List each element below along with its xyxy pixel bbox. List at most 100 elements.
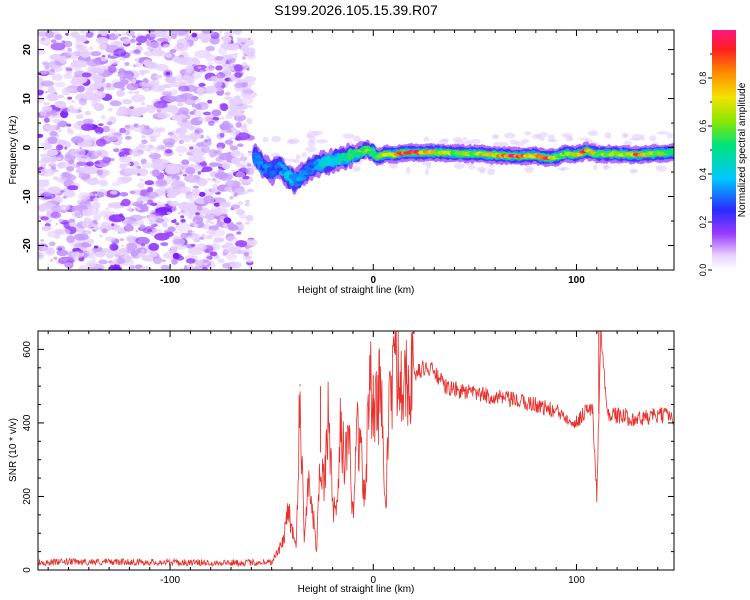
- ridge-halo-speck: [312, 130, 323, 136]
- noise-speckle: [138, 252, 146, 258]
- noise-speckle: [147, 214, 158, 223]
- noise-speckle: [125, 30, 135, 37]
- noise-speckle: [101, 248, 110, 253]
- noise-speckle: [59, 110, 69, 119]
- noise-speckle: [236, 37, 243, 43]
- noise-speckle: [175, 112, 181, 116]
- noise-speckle: [142, 61, 149, 65]
- x-tick-label: 100: [568, 275, 585, 286]
- noise-speckle: [212, 80, 223, 88]
- noise-speckle: [193, 223, 199, 228]
- noise-speckle: [73, 59, 77, 63]
- noise-speckle: [207, 62, 214, 66]
- noise-speckle: [102, 156, 111, 164]
- noise-speckle: [149, 31, 161, 38]
- spectrogram-ylabel: Frequency (Hz): [8, 116, 19, 185]
- noise-speckle: [101, 55, 106, 58]
- noise-speckle: [246, 84, 252, 91]
- noise-speckle: [148, 144, 154, 149]
- noise-speckle: [145, 191, 159, 199]
- noise-speckle: [93, 213, 101, 221]
- noise-speckle: [91, 201, 101, 210]
- noise-speckle: [116, 252, 120, 256]
- noise-speckle: [246, 188, 255, 193]
- noise-speckle: [124, 61, 130, 66]
- x-tick-label: 0: [370, 575, 376, 586]
- noise-speckle: [123, 167, 134, 175]
- noise-speckle: [108, 64, 117, 73]
- noise-speckle: [207, 114, 214, 118]
- noise-speckle: [194, 259, 204, 267]
- noise-speckle: [66, 235, 75, 244]
- noise-speckle: [96, 212, 99, 215]
- noise-speckle: [166, 192, 177, 199]
- ridge-halo-speck: [503, 132, 516, 139]
- noise-speckle: [66, 107, 78, 113]
- noise-speckle: [86, 59, 101, 67]
- ridge-halo-speck: [388, 162, 398, 169]
- noise-speckle: [110, 190, 118, 195]
- noise-speckle: [125, 162, 131, 166]
- noise-speckle: [81, 209, 93, 217]
- noise-speckle: [51, 73, 63, 82]
- noise-speckle: [239, 214, 247, 219]
- noise-speckle: [197, 66, 202, 69]
- noise-speckle: [40, 37, 46, 41]
- y-tick-label: 200: [22, 488, 33, 505]
- noise-speckle: [50, 166, 55, 170]
- noise-speckle: [118, 68, 126, 74]
- noise-speckle: [209, 31, 215, 36]
- noise-speckle: [47, 136, 58, 144]
- noise-speckle: [54, 34, 63, 41]
- noise-speckle: [134, 206, 139, 209]
- noise-speckle: [94, 127, 104, 133]
- noise-speckle: [167, 132, 174, 136]
- y-tick-label: 400: [22, 414, 33, 431]
- noise-speckle: [172, 238, 186, 246]
- noise-speckle: [61, 40, 66, 44]
- snr-axes: -100 0 100 0 200 400 600: [22, 330, 674, 586]
- noise-speckle: [168, 76, 177, 82]
- chart-title: S199.2026.105.15.39.R07: [274, 2, 438, 18]
- noise-speckle: [134, 62, 143, 68]
- noise-speckle: [233, 246, 242, 252]
- noise-speckle: [134, 91, 140, 95]
- noise-speckle: [38, 244, 46, 251]
- noise-speckle: [223, 217, 232, 224]
- x-tick-label: 0: [370, 275, 376, 286]
- noise-speckle: [195, 212, 200, 216]
- noise-speckle: [229, 261, 242, 269]
- colorbar-tick-label: 0.6: [698, 120, 708, 133]
- noise-speckle: [169, 49, 177, 54]
- noise-speckle: [218, 78, 224, 81]
- noise-speckle: [165, 163, 179, 170]
- noise-speckle: [81, 72, 92, 78]
- noise-speckle: [197, 91, 203, 96]
- noise-speckle: [213, 202, 221, 207]
- noise-speckle: [160, 242, 169, 247]
- noise-speckle: [156, 98, 160, 101]
- noise-speckle: [38, 96, 45, 104]
- noise-speckle: [94, 161, 101, 165]
- noise-speckle: [178, 230, 183, 233]
- noise-speckle: [135, 229, 139, 233]
- noise-speckle: [62, 229, 71, 235]
- noise-speckle: [246, 163, 252, 167]
- noise-speckle: [78, 34, 88, 43]
- noise-speckle: [100, 56, 108, 62]
- ridge-halo-speck: [295, 154, 301, 160]
- noise-speckle: [233, 64, 243, 72]
- noise-speckle: [139, 178, 144, 182]
- ridge-halo-speck: [499, 141, 509, 148]
- noise-speckle: [164, 148, 173, 154]
- noise-speckle: [113, 148, 120, 153]
- noise-speckle: [156, 112, 171, 119]
- noise-speckle: [192, 155, 205, 163]
- noise-speckle: [69, 222, 77, 227]
- noise-speckle: [242, 56, 247, 60]
- noise-speckle: [240, 127, 248, 131]
- noise-speckle: [164, 68, 169, 71]
- ridge-halo-speck: [462, 137, 467, 141]
- noise-speckle: [118, 156, 132, 163]
